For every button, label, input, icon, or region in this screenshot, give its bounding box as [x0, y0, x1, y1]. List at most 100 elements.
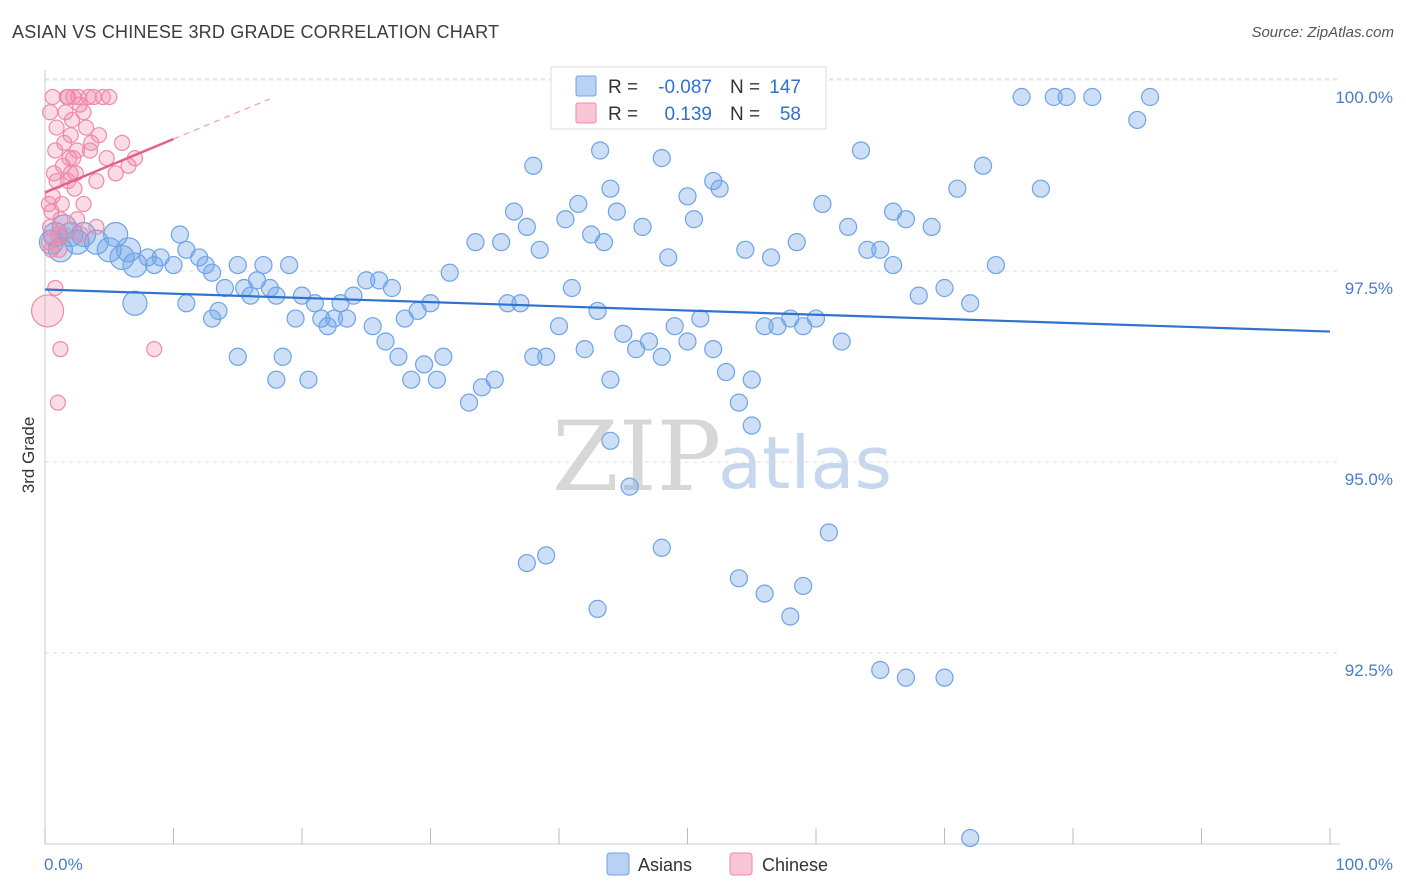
asians-point-22: [196, 255, 215, 275]
chinese-point-46: [44, 88, 61, 106]
legend-swatch-asians: [606, 852, 630, 876]
asians-point-75: [639, 332, 659, 351]
chart-title: ASIAN VS CHINESE 3RD GRADE CORRELATION C…: [12, 22, 500, 42]
asians-point-114: [851, 141, 871, 160]
asians-point-113: [839, 217, 858, 236]
asians-point-25: [209, 301, 228, 321]
asians-point-52: [325, 309, 344, 328]
asians-point-93: [935, 278, 954, 298]
asians-point-145: [1044, 87, 1063, 107]
asians-point-103: [594, 233, 614, 252]
asians-point-112: [813, 194, 832, 214]
chinese-point-51: [75, 104, 92, 121]
asians-point-138: [794, 576, 813, 596]
asians-point-117: [922, 217, 941, 236]
asians-point-20: [122, 290, 148, 316]
legend-label-asians: Asians: [638, 855, 692, 875]
asians-point-106: [659, 248, 678, 267]
chinese-point-11: [53, 195, 70, 213]
asians-point-33: [267, 286, 286, 305]
asians-point-129: [601, 431, 620, 450]
asians-point-27: [228, 255, 247, 275]
asians-point-23: [202, 263, 222, 282]
asians-point-118: [948, 179, 967, 198]
asians-point-146: [1057, 87, 1076, 107]
asians-point-58: [414, 355, 434, 374]
asians-point-17: [170, 225, 190, 244]
stats-r-label-0: R =: [608, 77, 638, 98]
asians-point-35: [286, 309, 305, 328]
asians-point-88: [806, 309, 826, 328]
asians-point-151: [883, 202, 903, 221]
asians-point-98: [492, 233, 511, 252]
chinese-point-32: [88, 218, 105, 235]
asians-point-124: [601, 179, 620, 198]
asians-point-80: [704, 340, 723, 359]
asians-point-133: [588, 599, 607, 618]
chinese-point-26: [72, 226, 90, 243]
asians-point-61: [459, 393, 479, 412]
asians-point-115: [871, 240, 890, 259]
bottom-legend: Asians Chinese: [606, 852, 828, 876]
asians-point-141: [896, 668, 916, 687]
asians-point-109: [736, 240, 755, 259]
watermark-zip: ZIP: [552, 401, 721, 513]
asians-point-140: [871, 660, 890, 680]
asians-trend-line: [44, 288, 1331, 333]
asians-point-50: [273, 347, 292, 366]
asians-point-143: [961, 828, 980, 848]
asians-point-57: [402, 370, 421, 389]
asians-point-42: [357, 271, 376, 290]
watermark-atlas: atlas: [718, 421, 892, 505]
asians-point-131: [517, 553, 536, 573]
asians-point-68: [549, 317, 569, 336]
asians-point-21: [177, 294, 196, 313]
asians-point-127: [704, 171, 723, 191]
chinese-point-7: [48, 119, 65, 136]
asians-point-70: [575, 340, 594, 359]
chinese-point-0: [30, 294, 65, 328]
asians-point-144: [1012, 87, 1031, 107]
asians-point-12: [122, 252, 148, 278]
asians-point-150: [1031, 179, 1050, 198]
asians-point-19: [190, 248, 209, 267]
grid-lines: [45, 78, 1340, 654]
watermark: ZIP atlas: [552, 401, 892, 513]
stats-legend: R = -0.087 N = 147 R = 0.139 N = 58: [550, 66, 827, 130]
asians-point-126: [678, 187, 697, 206]
chinese-point-48: [56, 226, 73, 243]
chinese-point-29: [80, 88, 97, 106]
asians-point-83: [742, 370, 761, 389]
stats-swatch-1: [575, 102, 597, 124]
chinese-point-19: [63, 111, 81, 129]
asians-point-108: [710, 179, 729, 198]
asians-point-110: [761, 248, 781, 267]
asians-point-24: [202, 309, 222, 328]
asians-point-132: [537, 546, 556, 565]
asians-point-128: [742, 416, 761, 435]
asians-point-100: [530, 240, 549, 259]
chinese-point-40: [43, 241, 60, 258]
x-tick-label-1: 100.0%: [1335, 855, 1393, 874]
chinese-point-34: [94, 88, 111, 106]
source-label: Source: ZipAtlas.com: [1251, 24, 1394, 41]
chinese-point-45: [42, 104, 59, 121]
asians-point-26: [215, 278, 234, 298]
chinese-point-55: [60, 88, 77, 106]
asians-point-41: [344, 286, 363, 305]
asians-point-89: [832, 332, 851, 351]
asians-point-148: [1140, 87, 1160, 107]
asians-point-59: [427, 370, 447, 389]
asians-point-31: [254, 255, 273, 275]
asians-point-48: [228, 347, 247, 366]
asians-point-63: [485, 370, 504, 389]
data-points: [30, 87, 1160, 848]
y-tick-label-0: 100.0%: [1335, 88, 1393, 107]
stats-n-label-0: N =: [730, 77, 760, 98]
asians-point-51: [299, 370, 318, 389]
asians-point-65: [511, 294, 530, 313]
stats-n-label-1: N =: [730, 104, 760, 125]
asians-point-94: [961, 294, 980, 313]
chinese-point-44: [146, 341, 163, 358]
x-tick-label-0: 0.0%: [44, 855, 83, 874]
